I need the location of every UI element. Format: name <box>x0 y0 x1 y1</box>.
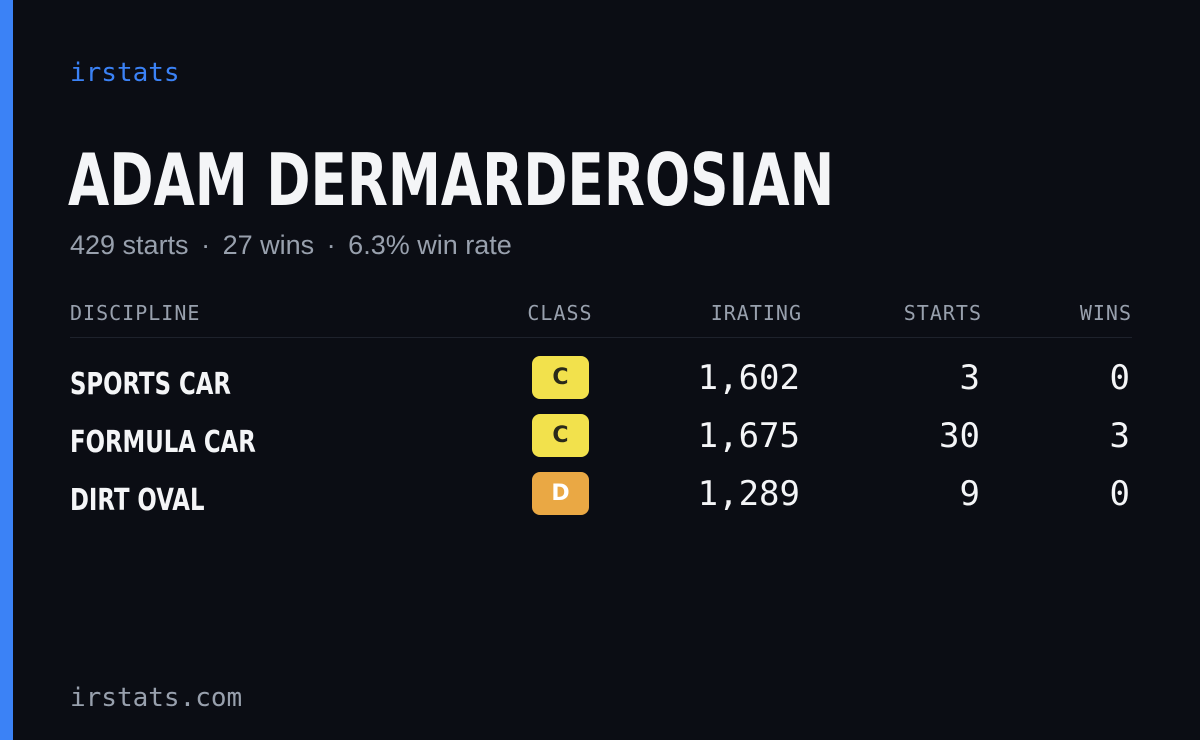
driver-summary: 429 starts · 27 wins · 6.3% win rate <box>70 228 512 262</box>
wins-value: 0 <box>1109 358 1130 398</box>
separator: · <box>201 230 211 260</box>
wins-value: 0 <box>1109 474 1130 514</box>
driver-name: ADAM DERMARDEROSIAN <box>68 138 835 222</box>
class-badge: C <box>532 356 589 399</box>
irating-value: 1,675 <box>697 416 800 456</box>
table-row: SPORTS CAR C 1,602 3 0 <box>70 353 1132 411</box>
wins-summary: 27 wins <box>222 230 315 260</box>
column-header-wins: WINS <box>1079 301 1132 325</box>
separator: · <box>326 230 336 260</box>
column-header-class: CLASS <box>527 301 593 325</box>
win-rate-summary: 6.3% win rate <box>348 230 512 260</box>
discipline-name: FORMULA CAR <box>70 425 256 460</box>
column-header-irating: IRATING <box>710 301 802 325</box>
table-row: DIRT OVAL D 1,289 9 0 <box>70 469 1132 527</box>
table-body: SPORTS CAR C 1,602 3 0 FORMULA CAR C 1,6… <box>70 353 1132 527</box>
accent-bar <box>0 0 13 740</box>
stats-table: DISCIPLINE CLASS IRATING STARTS WINS SPO… <box>70 296 1132 527</box>
discipline-name: DIRT OVAL <box>70 483 205 518</box>
wins-value: 3 <box>1109 416 1130 456</box>
footer-url[interactable]: irstats.com <box>70 683 243 713</box>
irating-value: 1,602 <box>697 358 800 398</box>
column-header-discipline: DISCIPLINE <box>70 301 201 325</box>
starts-value: 9 <box>959 474 980 514</box>
class-badge: D <box>532 472 589 515</box>
table-row: FORMULA CAR C 1,675 30 3 <box>70 411 1132 469</box>
starts-summary: 429 starts <box>70 230 189 260</box>
starts-value: 3 <box>959 358 980 398</box>
class-badge: C <box>532 414 589 457</box>
discipline-name: SPORTS CAR <box>70 367 231 402</box>
irating-value: 1,289 <box>697 474 800 514</box>
table-header: DISCIPLINE CLASS IRATING STARTS WINS <box>70 296 1132 338</box>
brand-logo[interactable]: irstats <box>70 58 180 88</box>
column-header-starts: STARTS <box>903 301 982 325</box>
starts-value: 30 <box>939 416 980 456</box>
